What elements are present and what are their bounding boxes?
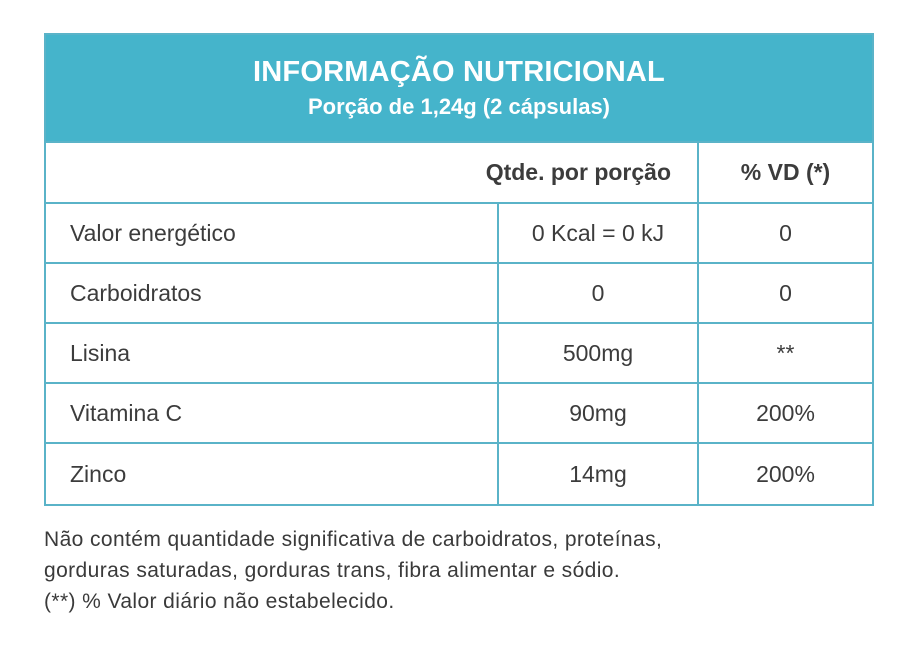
footnotes: Não contém quantidade significativa de c…: [44, 524, 884, 617]
footnote-line: Não contém quantidade significativa de c…: [44, 528, 663, 551]
nutrient-vd: 0: [697, 204, 872, 262]
table-header: INFORMAÇÃO NUTRICIONAL Porção de 1,24g (…: [46, 35, 872, 143]
nutrient-qty: 500mg: [497, 324, 697, 382]
footnote-line: (**) % Valor diário não estabelecido.: [44, 590, 395, 613]
nutrient-qty: 0: [497, 264, 697, 322]
nutrient-vd: **: [697, 324, 872, 382]
nutrient-qty: 0 Kcal = 0 kJ: [497, 204, 697, 262]
nutrient-vd: 0: [697, 264, 872, 322]
column-header-row: Qtde. por porção % VD (*): [46, 143, 872, 204]
footnote-line: gorduras saturadas, gorduras trans, fibr…: [44, 559, 621, 582]
table-row: Vitamina C 90mg 200%: [46, 384, 872, 444]
nutrient-name: Valor energético: [70, 219, 236, 246]
nutrient-name: Vitamina C: [70, 399, 183, 426]
nutrient-name: Lisina: [70, 339, 131, 366]
nutrient-vd: 200%: [697, 444, 872, 504]
nutrient-qty: 90mg: [497, 384, 697, 442]
table-row: Carboidratos 0 0: [46, 264, 872, 324]
nutrient-name: Zinco: [70, 460, 127, 487]
column-header-qty: Qtde. por porção: [485, 159, 671, 185]
nutrient-qty: 14mg: [497, 444, 697, 504]
column-header-vd: % VD (*): [697, 143, 872, 202]
nutrition-facts-table: INFORMAÇÃO NUTRICIONAL Porção de 1,24g (…: [44, 33, 874, 506]
table-row: Valor energético 0 Kcal = 0 kJ 0: [46, 204, 872, 264]
nutrient-vd: 200%: [697, 384, 872, 442]
table-subtitle: Porção de 1,24g (2 cápsulas): [307, 94, 611, 119]
nutrient-name: Carboidratos: [70, 279, 202, 306]
table-title: INFORMAÇÃO NUTRICIONAL: [253, 56, 665, 88]
table-row: Lisina 500mg **: [46, 324, 872, 384]
table-row: Zinco 14mg 200%: [46, 444, 872, 504]
